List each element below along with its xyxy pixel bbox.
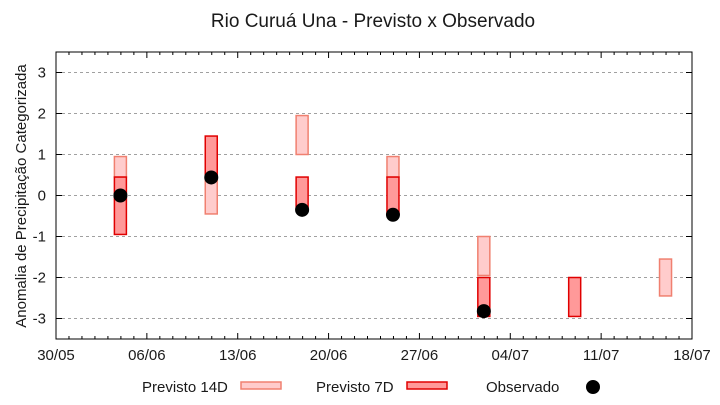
bar-previsto-14d bbox=[295, 114, 309, 156]
point-observado bbox=[476, 304, 491, 319]
x-tick-label: 20/06 bbox=[310, 347, 348, 364]
data-series bbox=[113, 114, 673, 319]
bar-previsto-14d bbox=[386, 155, 400, 178]
bar-previsto-7d bbox=[113, 176, 128, 236]
gridlines bbox=[56, 72, 692, 319]
bar-previsto-14d bbox=[477, 235, 491, 277]
legend-item-previsto-14d: Previsto 14D bbox=[142, 379, 282, 396]
x-tick-label: 04/07 bbox=[492, 347, 530, 364]
chart-title: Rio Curuá Una - Previsto x Observado bbox=[211, 11, 535, 32]
y-axis-label: Anomalia de Precipitação Categorizada bbox=[13, 64, 30, 328]
y-tick-label: 1 bbox=[38, 147, 46, 164]
x-tick-label: 30/05 bbox=[37, 347, 75, 364]
legend-label: Previsto 14D bbox=[142, 379, 228, 396]
point-observado bbox=[295, 202, 310, 217]
legend-label: Observado bbox=[486, 379, 559, 396]
x-tick-label: 11/07 bbox=[583, 347, 619, 364]
bar-previsto-7d bbox=[567, 276, 582, 318]
legend-item-previsto-7d: Previsto 7D bbox=[316, 379, 448, 396]
plot-frame bbox=[55, 51, 693, 340]
point-observado bbox=[385, 207, 400, 222]
legend-swatch-7d bbox=[406, 381, 448, 390]
y-axis-ticks: -3 -2 -1 0 1 2 3 bbox=[33, 65, 692, 328]
x-tick-label: 13/06 bbox=[219, 347, 257, 364]
x-tick-label: 27/06 bbox=[401, 347, 439, 364]
y-tick-label: 3 bbox=[38, 65, 46, 82]
legend-swatch-14d bbox=[240, 381, 282, 390]
bar-previsto-14d bbox=[113, 155, 128, 178]
y-tick-label: -1 bbox=[33, 229, 46, 246]
x-axis-ticks: 30/05 06/06 13/06 20/06 27/06 04/07 11/07 18/07 bbox=[37, 52, 711, 364]
x-tick-label: 18/07 bbox=[673, 347, 711, 364]
y-tick-label: -2 bbox=[33, 270, 46, 287]
y-tick-label: 2 bbox=[38, 106, 46, 123]
point-observado bbox=[113, 188, 128, 203]
legend: Previsto 14D Previsto 7D Observado bbox=[142, 379, 600, 396]
legend-item-observado: Observado bbox=[486, 379, 600, 396]
x-tick-label: 06/06 bbox=[128, 347, 166, 364]
point-observado bbox=[204, 170, 219, 185]
bar-previsto-14d bbox=[658, 258, 673, 297]
legend-marker-observado bbox=[586, 380, 600, 394]
y-tick-label: 0 bbox=[38, 188, 46, 205]
y-tick-label: -3 bbox=[33, 311, 46, 328]
legend-label: Previsto 7D bbox=[316, 379, 394, 396]
